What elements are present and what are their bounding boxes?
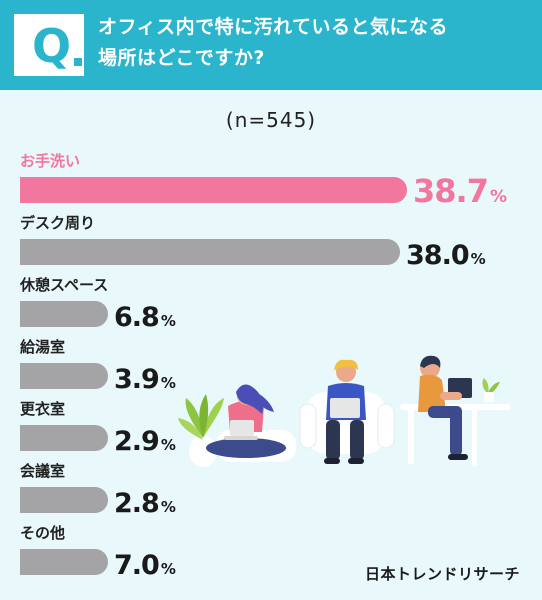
man-at-desk-figure	[400, 355, 510, 466]
category-label: その他	[20, 524, 65, 542]
bar-left-edge	[20, 487, 46, 513]
bar-left-edge	[20, 301, 46, 327]
bar-left-edge	[20, 177, 46, 203]
value-label: 7.0%	[114, 550, 176, 581]
woman-with-laptop-figure	[206, 384, 296, 462]
source-credit: 日本トレンドリサーチ	[364, 565, 520, 583]
bar-left-edge	[20, 549, 46, 575]
value-label: 6.8%	[114, 302, 176, 333]
question-line-2: 場所はどこですか?	[98, 47, 265, 69]
sample-size: (n=545)	[225, 108, 317, 132]
question-line-1: オフィス内で特に汚れていると気になる	[98, 16, 449, 38]
category-label: 更衣室	[20, 400, 65, 418]
q-letter: Q	[32, 19, 72, 73]
value-label: 2.9%	[114, 426, 176, 457]
category-label: 会議室	[20, 462, 65, 480]
question-text: オフィス内で特に汚れていると気になる 場所はどこですか?	[98, 12, 528, 74]
value-label: 2.8%	[114, 488, 176, 519]
question-header: Q オフィス内で特に汚れていると気になる 場所はどこですか?	[0, 0, 542, 90]
man-in-armchair-figure	[299, 359, 395, 464]
bar-left-edge	[20, 425, 46, 451]
value-label: 38.7%	[413, 172, 507, 210]
q-dot	[74, 58, 82, 66]
value-label: 3.9%	[114, 364, 176, 395]
category-label: お手洗い	[20, 152, 80, 170]
bar-left-edge	[20, 363, 46, 389]
category-label: 休憩スペース	[19, 276, 108, 294]
plant-icon	[178, 394, 224, 467]
bar	[20, 239, 400, 265]
bar	[20, 177, 407, 203]
value-label: 38.0%	[406, 240, 486, 271]
category-label: デスク周り	[20, 214, 95, 232]
category-label: 給湯室	[20, 338, 65, 356]
q-badge: Q	[14, 14, 84, 76]
bar-left-edge	[20, 239, 46, 265]
